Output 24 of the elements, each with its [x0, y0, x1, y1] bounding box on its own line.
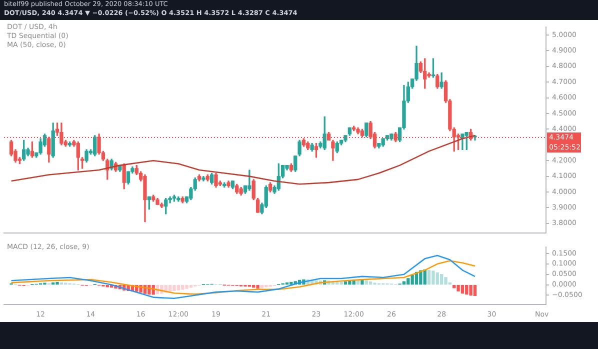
- bar: [168, 284, 172, 292]
- bar: [444, 277, 448, 285]
- bar: [360, 280, 364, 285]
- bar: [172, 284, 176, 291]
- bar: [432, 270, 435, 285]
- bar: [181, 284, 184, 290]
- bar: [56, 282, 59, 285]
- bar: [460, 284, 464, 294]
- bar: [256, 284, 260, 288]
- bar: [469, 284, 472, 296]
- bar: [176, 284, 180, 290]
- bar: [344, 282, 348, 285]
- bar: [406, 278, 410, 285]
- bar: [410, 275, 414, 285]
- bar: [368, 282, 372, 285]
- bar: [340, 282, 343, 285]
- bar: [473, 284, 477, 296]
- bar: [465, 284, 468, 294]
- bar: [427, 270, 431, 285]
- bar: [436, 272, 439, 285]
- bar: [456, 284, 460, 292]
- bar: [440, 274, 444, 285]
- bar: [185, 284, 188, 289]
- bar: [290, 282, 293, 285]
